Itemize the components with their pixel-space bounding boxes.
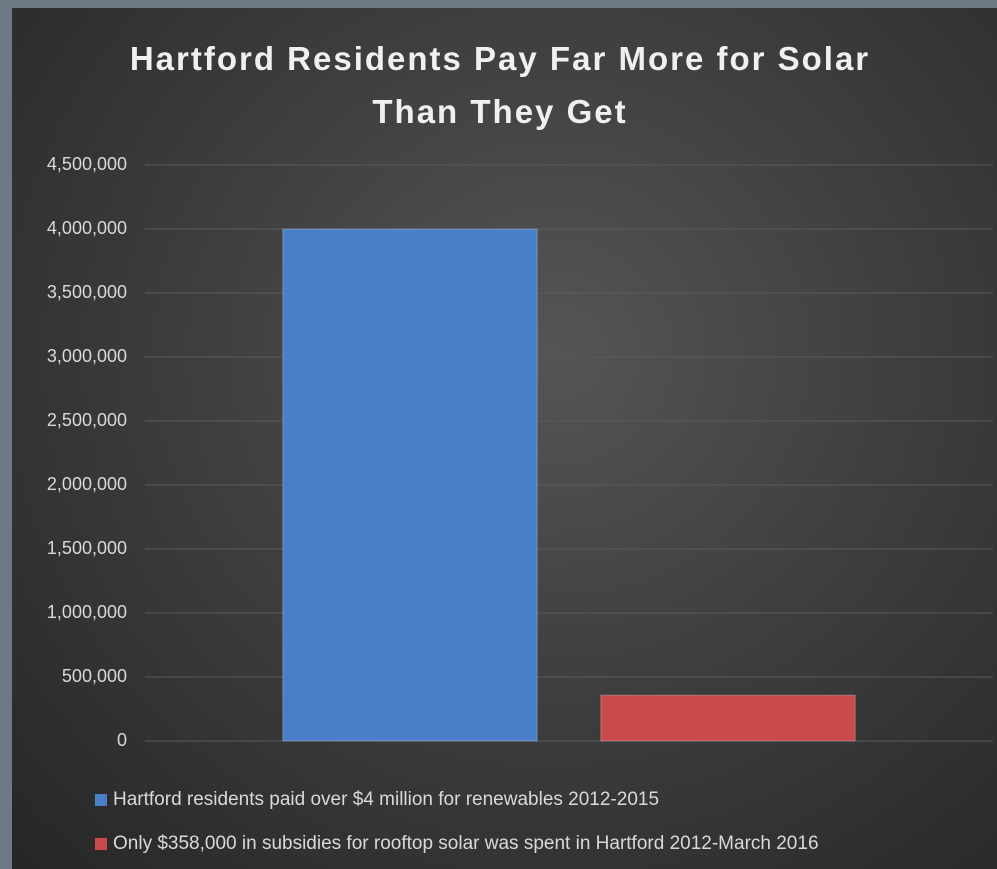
bar — [282, 228, 538, 742]
y-tick-label: 0 — [117, 730, 127, 750]
legend-item: Only $358,000 in subsidies for rooftop s… — [95, 822, 819, 866]
y-tick-label: 2,500,000 — [47, 410, 127, 430]
legend-marker — [95, 794, 107, 806]
y-tick-label: 500,000 — [62, 666, 127, 686]
legend-item: Hartford residents paid over $4 million … — [95, 778, 819, 822]
y-tick-label: 3,000,000 — [47, 346, 127, 366]
legend-marker — [95, 838, 107, 850]
y-tick-label: 2,000,000 — [47, 474, 127, 494]
y-tick-label: 1,500,000 — [47, 538, 127, 558]
bar — [600, 694, 856, 742]
y-tick-label: 4,000,000 — [47, 218, 127, 238]
y-tick-label: 1,000,000 — [47, 602, 127, 622]
y-tick-label: 4,500,000 — [47, 154, 127, 174]
chart-title: Hartford Residents Pay Far More for Sola… — [129, 40, 871, 130]
y-tick-label: 3,500,000 — [47, 282, 127, 302]
legend-label: Only $358,000 in subsidies for rooftop s… — [113, 833, 819, 854]
legend-label: Hartford residents paid over $4 million … — [113, 789, 660, 810]
legend: Hartford residents paid over $4 million … — [95, 778, 819, 866]
